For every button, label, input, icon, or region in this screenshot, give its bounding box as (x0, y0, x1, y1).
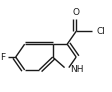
Text: NH: NH (71, 65, 84, 74)
Text: F: F (0, 53, 6, 62)
Text: O: O (73, 8, 80, 17)
Text: Cl: Cl (96, 27, 105, 36)
